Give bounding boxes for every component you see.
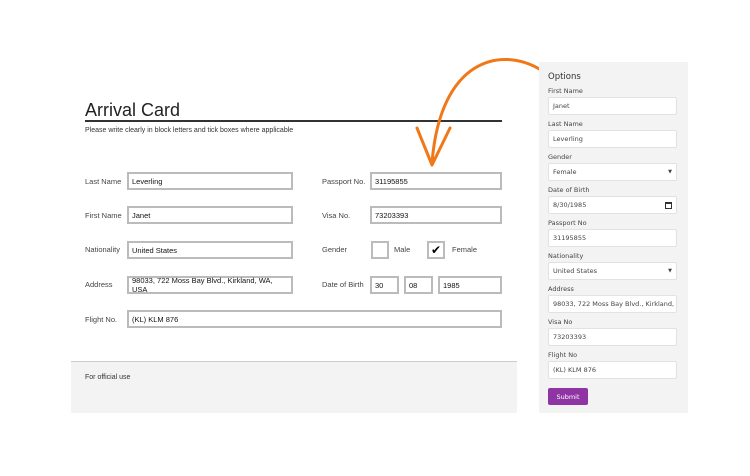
- visa-field[interactable]: 73203393: [370, 206, 502, 224]
- caret-down-icon: ▼: [668, 268, 672, 274]
- opt-gender-select[interactable]: Female ▼: [548, 163, 677, 181]
- address-field[interactable]: 98033, 722 Moss Bay Blvd., Kirkland, WA,…: [127, 276, 293, 294]
- opt-nationality-value: United States: [553, 267, 598, 275]
- opt-flight-input[interactable]: (KL) KLM 876: [548, 361, 677, 379]
- title-divider: [85, 120, 502, 122]
- passport-field[interactable]: 31195855: [370, 172, 502, 190]
- opt-flight-label: Flight No: [548, 351, 578, 359]
- male-checkbox[interactable]: [371, 241, 389, 259]
- opt-passport-value: 31195855: [553, 234, 587, 242]
- opt-nationality-label: Nationality: [548, 252, 584, 260]
- opt-dob-label: Date of Birth: [548, 186, 590, 194]
- opt-visa-input[interactable]: 73203393: [548, 328, 677, 346]
- opt-last-name-value: Leverling: [553, 135, 583, 143]
- female-label: Female: [452, 245, 478, 254]
- flight-label: Flight No.: [85, 315, 118, 324]
- last-name-field[interactable]: Leverling: [127, 172, 293, 190]
- visa-label: Visa No.: [322, 211, 351, 220]
- opt-dob-value: 8/30/1985: [553, 201, 587, 209]
- opt-address-input[interactable]: 98033, 722 Moss Bay Blvd., Kirkland, W.: [548, 295, 677, 313]
- opt-passport-label: Passport No: [548, 219, 587, 227]
- flight-field[interactable]: (KL) KLM 876: [127, 310, 502, 328]
- dob-day-field[interactable]: 30: [370, 276, 399, 294]
- options-panel: Options First Name Janet Last Name Lever…: [539, 62, 688, 413]
- dob-year-field[interactable]: 1985: [438, 276, 502, 294]
- opt-dob-input[interactable]: 8/30/1985: [548, 196, 677, 214]
- nationality-field[interactable]: United States: [127, 241, 293, 259]
- nationality-label: Nationality: [85, 245, 121, 254]
- opt-address-value: 98033, 722 Moss Bay Blvd., Kirkland, W.: [553, 300, 677, 308]
- card-instructions: Please write clearly in block letters an…: [85, 127, 294, 134]
- last-name-label: Last Name: [85, 177, 122, 186]
- card-title: Arrival Card: [85, 100, 181, 120]
- first-name-label: First Name: [85, 211, 122, 220]
- opt-address-label: Address: [548, 285, 574, 293]
- dob-month-field[interactable]: 08: [404, 276, 433, 294]
- submit-button[interactable]: Submit: [548, 388, 588, 405]
- female-checkbox[interactable]: ✔: [427, 241, 445, 259]
- opt-last-name-input[interactable]: Leverling: [548, 130, 677, 148]
- opt-gender-label: Gender: [548, 153, 572, 161]
- gender-label: Gender: [322, 245, 348, 254]
- opt-visa-label: Visa No: [548, 318, 573, 326]
- address-label: Address: [85, 280, 113, 289]
- options-title: Options: [548, 72, 581, 82]
- opt-passport-input[interactable]: 31195855: [548, 229, 677, 247]
- caret-down-icon: ▼: [668, 169, 672, 175]
- first-name-field[interactable]: Janet: [127, 206, 293, 224]
- opt-first-name-input[interactable]: Janet: [548, 97, 677, 115]
- opt-first-name-label: First Name: [548, 87, 583, 95]
- opt-last-name-label: Last Name: [548, 120, 583, 128]
- opt-first-name-value: Janet: [553, 102, 570, 110]
- official-use-label: For official use: [85, 374, 131, 381]
- opt-visa-value: 73203393: [553, 333, 587, 341]
- passport-label: Passport No.: [322, 177, 366, 186]
- official-use-section: For official use: [71, 361, 517, 413]
- dob-label: Date of Birth: [322, 280, 364, 289]
- male-label: Male: [394, 245, 411, 254]
- opt-flight-value: (KL) KLM 876: [553, 366, 596, 374]
- opt-gender-value: Female: [553, 168, 577, 176]
- opt-nationality-select[interactable]: United States ▼: [548, 262, 677, 280]
- calendar-icon[interactable]: [665, 201, 672, 209]
